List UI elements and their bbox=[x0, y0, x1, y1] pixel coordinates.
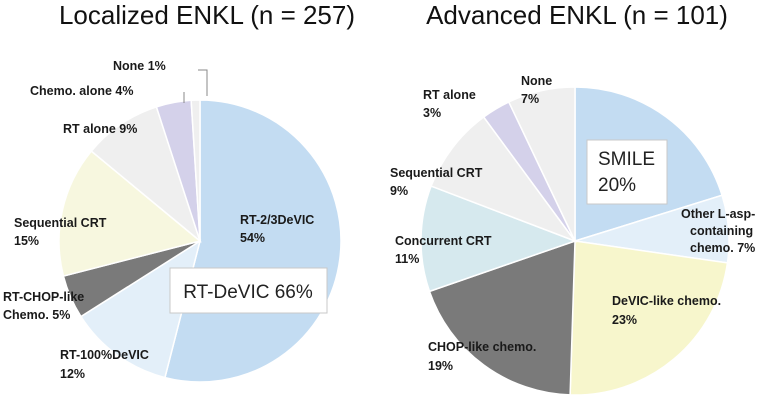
label-rtchop-line2: Chemo. 5% bbox=[3, 308, 70, 322]
label-rt100devic-pct: 12% bbox=[60, 367, 85, 381]
label-none: None 1% bbox=[113, 59, 166, 73]
rt-devic-annotation: RT-DeVIC 66% bbox=[169, 267, 328, 314]
left-pie-slice-sequential-crt bbox=[58, 150, 202, 277]
label-rt23devic-name: RT-2/3DeVIC bbox=[240, 213, 314, 227]
label-seqcrt-right-name: Sequential CRT bbox=[390, 166, 483, 180]
label-seqcrt-pct: 15% bbox=[14, 234, 39, 248]
label-rt23devic-pct: 54% bbox=[240, 231, 265, 245]
label-concurrent-name: Concurrent CRT bbox=[395, 234, 492, 248]
smile-annotation: SMILE 20% bbox=[586, 139, 668, 205]
label-concurrent-pct: 11% bbox=[395, 252, 419, 266]
label-deviclike-name: DeVIC-like chemo. bbox=[612, 294, 721, 308]
label-lasp-line3: chemo. 7% bbox=[690, 241, 755, 255]
label-choplike-name: CHOP-like chemo. bbox=[428, 340, 536, 354]
left-pie-slice-none bbox=[190, 99, 201, 242]
label-lasp-line2: containing bbox=[690, 224, 753, 238]
left-pie bbox=[58, 99, 342, 383]
label-lasp-line1: Other L-asp- bbox=[681, 207, 755, 221]
annotation-box bbox=[169, 267, 328, 314]
label-rtalone-right-pct: 3% bbox=[423, 106, 441, 120]
right-pie-slice-devic-like-chemo bbox=[569, 240, 729, 396]
right-pie-slice-none bbox=[507, 86, 576, 242]
label-rtalone-right-name: RT alone bbox=[423, 88, 476, 102]
left-pie-slice-rt-alone bbox=[90, 105, 202, 244]
label-choplike-pct: 19% bbox=[428, 359, 453, 373]
label-chemo-alone: Chemo. alone 4% bbox=[30, 84, 134, 98]
label-none-right-pct: 7% bbox=[521, 92, 539, 106]
right-pie-slice-concurrent-crt bbox=[420, 185, 578, 293]
right-pie-slice-sequential-crt bbox=[430, 115, 578, 243]
label-seqcrt-name: Sequential CRT bbox=[14, 216, 107, 230]
label-rt100devic-name: RT-100%DeVIC bbox=[60, 348, 149, 362]
label-none-right-name: None bbox=[521, 74, 552, 88]
right-pie bbox=[420, 86, 730, 396]
label-rtalone: RT alone 9% bbox=[63, 122, 137, 136]
smile-pct: 20% bbox=[598, 175, 636, 196]
smile-box bbox=[586, 139, 668, 205]
right-chart-title: Advanced ENKL (n = 101) bbox=[426, 0, 728, 30]
smile-name: SMILE bbox=[598, 149, 655, 170]
label-deviclike-pct: 23% bbox=[612, 313, 637, 327]
annotation-text: RT-DeVIC 66% bbox=[183, 282, 313, 303]
left-chart-title: Localized ENKL (n = 257) bbox=[59, 0, 355, 30]
leader-line-none bbox=[198, 69, 208, 96]
label-rtchop-line1: RT-CHOP-like bbox=[3, 290, 84, 304]
label-seqcrt-right-pct: 9% bbox=[390, 184, 408, 198]
